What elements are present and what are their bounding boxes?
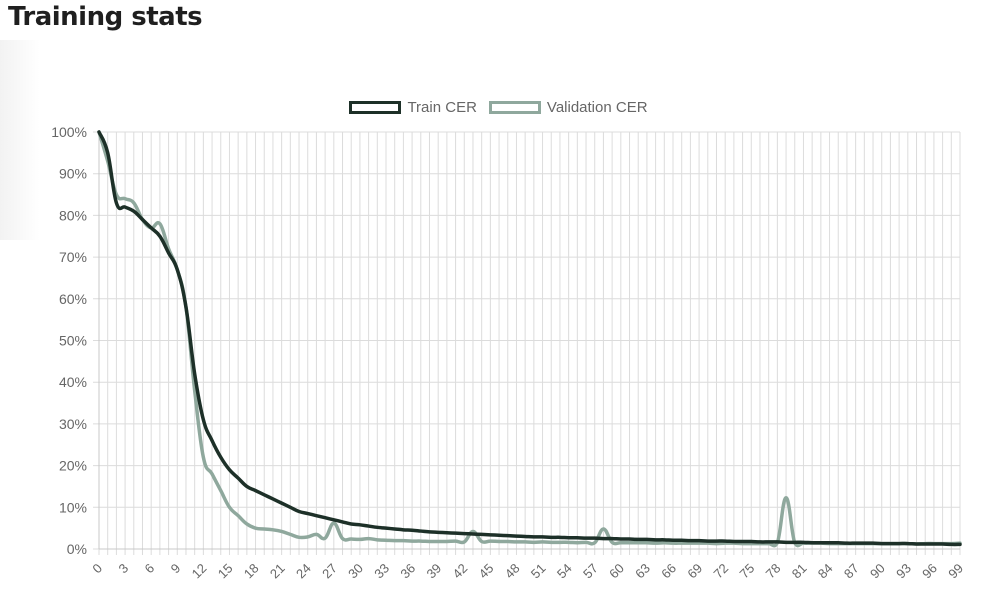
series-line-validation-cer [97,130,962,548]
x-tick-label: 57 [580,561,601,582]
x-tick-label: 27 [319,561,340,582]
page-title: Training stats [8,2,203,32]
x-tick-label: 90 [867,561,888,582]
left-shade [0,40,40,240]
x-tick-label: 15 [215,561,236,582]
legend-label-train-cer: Train CER [407,99,477,116]
y-tick-label: 40% [59,374,87,390]
y-tick-label: 10% [59,499,87,515]
x-tick-label: 21 [267,561,288,582]
x-tick-label: 33 [371,561,392,582]
x-tick-label: 84 [815,561,836,582]
x-tick-label: 60 [606,561,627,582]
y-tick-label: 50% [59,333,87,349]
x-tick-label: 45 [476,561,497,582]
x-tick-label: 18 [241,561,262,582]
x-tick-label: 69 [684,561,705,582]
x-tick-label: 48 [502,561,523,582]
x-tick-label: 30 [345,561,366,582]
x-tick-label: 81 [789,561,810,582]
x-tick-label: 39 [423,561,444,582]
x-tick-label: 36 [397,561,418,582]
series-lines [97,130,962,548]
y-tick-label: 20% [59,458,87,474]
x-tick-label: 66 [658,561,679,582]
x-tick-label: 12 [189,561,210,582]
y-tick-label: 70% [59,249,87,265]
x-tick-label: 93 [893,561,914,582]
x-tick-label: 87 [841,561,862,582]
x-tick-label: 24 [293,561,314,582]
y-tick-label: 60% [59,291,87,307]
y-tick-label: 100% [51,124,87,140]
x-tick-label: 42 [450,561,471,582]
y-tick-label: 80% [59,207,87,223]
x-tick-label: 78 [763,561,784,582]
legend-swatch-train-cer [349,101,402,114]
x-tick-label: 54 [554,561,575,582]
axis-labels: 0%10%20%30%40%50%60%70%80%90%100%0 3 6 9 12 1… [51,124,966,581]
x-tick-label: 0 [89,561,105,577]
legend-item-train-cer[interactable]: Train CER [349,99,477,116]
legend-swatch-validation-cer [488,101,541,114]
series-line-train-cer [97,130,962,547]
x-tick-label: 3 [115,561,131,577]
y-tick-label: 90% [59,166,87,182]
chart-legend: Train CER Validation CER [0,99,997,116]
legend-label-validation-cer: Validation CER [546,99,648,116]
legend-item-validation-cer[interactable]: Validation CER [488,99,648,116]
x-tick-label: 99 [945,561,966,582]
x-tick-label: 6 [142,561,158,577]
x-tick-label: 9 [168,561,184,577]
x-tick-label: 75 [737,561,758,582]
x-tick-label: 96 [919,561,940,582]
y-tick-label: 0% [67,541,87,557]
grid-lines [93,131,961,555]
x-tick-label: 63 [632,561,653,582]
y-tick-label: 30% [59,416,87,432]
x-tick-label: 72 [710,561,731,582]
x-tick-label: 51 [528,561,549,582]
